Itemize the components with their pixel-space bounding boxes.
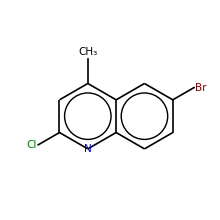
Text: N: N [84, 144, 92, 154]
Text: CH₃: CH₃ [78, 47, 97, 57]
Text: Cl: Cl [27, 140, 37, 150]
Text: Br: Br [195, 82, 207, 93]
